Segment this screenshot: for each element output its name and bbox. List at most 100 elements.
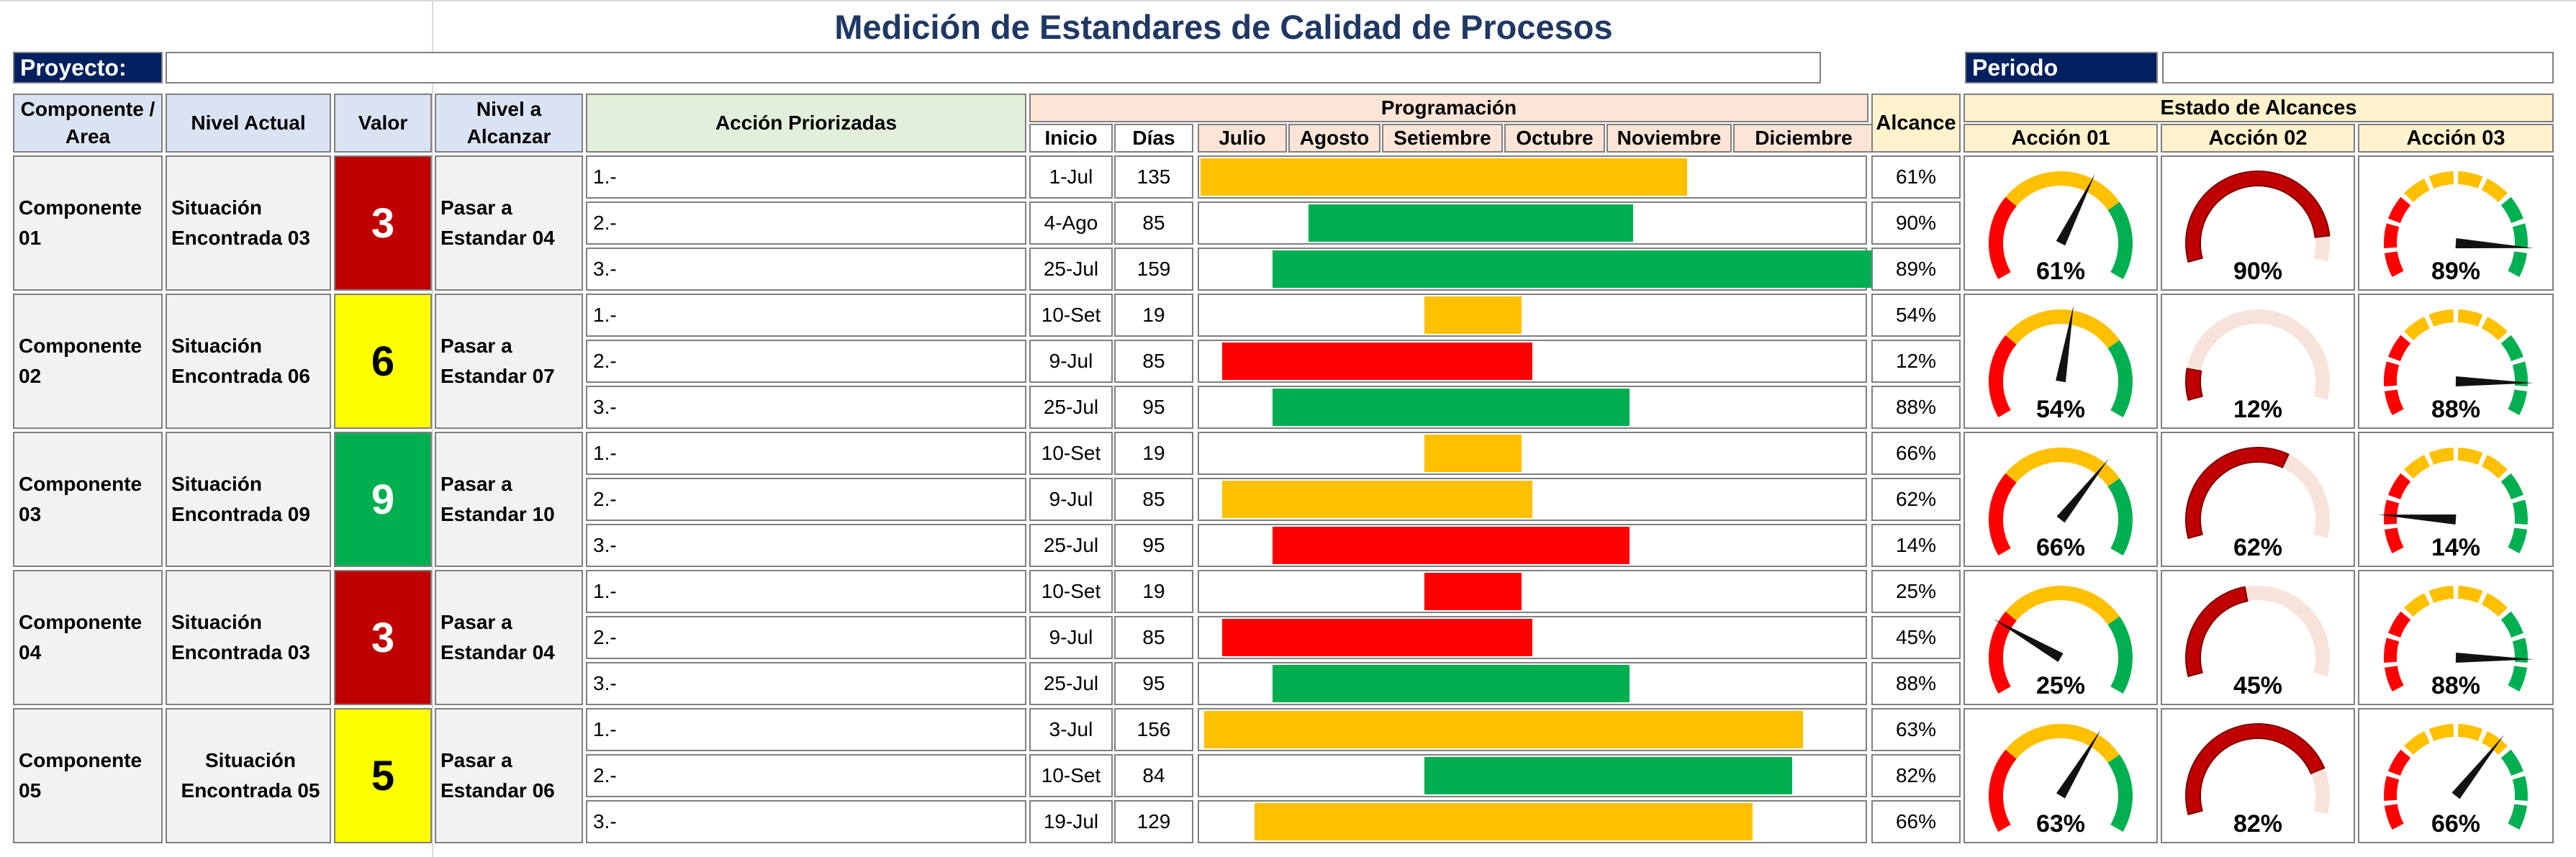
gantt-track — [1198, 294, 1867, 337]
inicio-cell[interactable]: 25-Jul — [1029, 662, 1113, 705]
alcance-cell: 90% — [1871, 201, 1961, 245]
header-month-4: Octubre — [1504, 124, 1605, 153]
accion-cell[interactable]: 1.- — [586, 570, 1026, 613]
gauge-chart: 12% — [2185, 309, 2330, 423]
gauge-chart: 45% — [2185, 586, 2330, 699]
accion-cell[interactable]: 3.- — [586, 386, 1026, 429]
gauge-segment — [2107, 616, 2133, 694]
valor-cell: 5 — [334, 708, 432, 843]
page-title: Medición de Estandares de Calidad de Pro… — [834, 8, 1613, 46]
gauge-segment — [2005, 724, 2120, 763]
accion-cell[interactable]: 3.- — [586, 662, 1026, 705]
gantt-bar — [1255, 803, 1753, 840]
inicio-cell[interactable]: 25-Jul — [1029, 386, 1113, 429]
dias-cell[interactable]: 85 — [1114, 616, 1193, 659]
accion-cell[interactable]: 2.- — [586, 616, 1026, 659]
inicio-cell[interactable]: 10-Set — [1029, 754, 1113, 797]
nivel-alcanzar-cell: Pasar a Estandar 07 — [435, 294, 583, 429]
componente-cell: Componente 01 — [13, 155, 163, 291]
gauge-value-label: 14% — [2431, 534, 2480, 561]
gauge-segment — [2457, 448, 2483, 465]
periodo-input[interactable] — [2162, 52, 2554, 83]
gantt-bar — [1424, 573, 1522, 610]
gauge-value-label: 90% — [2233, 258, 2282, 285]
gauge-needle — [2378, 514, 2457, 525]
nivel-actual-cell: Situación Encontrada 05 — [166, 708, 331, 843]
gauge-segment — [2107, 478, 2133, 556]
inicio-cell[interactable]: 9-Jul — [1029, 616, 1113, 659]
gauge-panel: 14% — [2358, 432, 2554, 567]
gauge-chart: 66% — [1989, 448, 2133, 561]
gauge-value-label: 12% — [2233, 396, 2282, 423]
gauge-segment — [2107, 201, 2133, 279]
header-month-1: Julio — [1198, 124, 1287, 153]
accion-cell[interactable]: 1.- — [586, 294, 1026, 337]
inicio-cell[interactable]: 10-Set — [1029, 570, 1113, 613]
accion-cell[interactable]: 2.- — [586, 478, 1026, 521]
dias-cell[interactable]: 135 — [1114, 155, 1193, 199]
gauge-segment — [2481, 731, 2508, 756]
inicio-cell[interactable]: 1-Jul — [1029, 155, 1113, 199]
accion-cell[interactable]: 2.- — [586, 201, 1026, 245]
gauge-segment — [2508, 804, 2528, 830]
accion-cell[interactable]: 3.- — [586, 800, 1026, 843]
gauge-segment — [1989, 611, 2017, 694]
inicio-cell[interactable]: 25-Jul — [1029, 248, 1113, 291]
header-accion-01: Acción 01 — [1963, 124, 2158, 153]
gauge-panel: 82% — [2161, 708, 2355, 843]
gauge-needle — [2056, 173, 2096, 246]
dias-cell[interactable]: 19 — [1114, 294, 1193, 337]
alcance-cell: 88% — [1871, 662, 1961, 705]
inicio-cell[interactable]: 4-Ago — [1029, 201, 1113, 245]
dias-cell[interactable]: 95 — [1114, 662, 1193, 705]
dias-cell[interactable]: 19 — [1114, 570, 1193, 613]
header-estado: Estado de Alcances — [1963, 94, 2554, 122]
dias-cell[interactable]: 85 — [1114, 478, 1193, 521]
gauge-needle — [2056, 458, 2110, 523]
dias-cell[interactable]: 129 — [1114, 800, 1193, 843]
gauge-track — [2186, 309, 2330, 400]
inicio-cell[interactable]: 9-Jul — [1029, 478, 1113, 521]
inicio-cell[interactable]: 19-Jul — [1029, 800, 1113, 843]
gauge-needle — [1993, 619, 2064, 663]
header-month-5: Noviembre — [1606, 124, 1732, 153]
gauge-chart: 63% — [1989, 724, 2133, 838]
gauge-segment — [2388, 611, 2411, 638]
dias-cell[interactable]: 95 — [1114, 524, 1193, 567]
inicio-cell[interactable]: 9-Jul — [1029, 340, 1113, 383]
valor-cell: 6 — [334, 294, 432, 429]
dias-cell[interactable]: 85 — [1114, 201, 1193, 245]
dias-cell[interactable]: 159 — [1114, 248, 1193, 291]
accion-cell[interactable]: 3.- — [586, 248, 1026, 291]
proyecto-input[interactable] — [166, 52, 1821, 83]
dias-cell[interactable]: 19 — [1114, 432, 1193, 475]
dias-cell[interactable]: 85 — [1114, 340, 1193, 383]
dias-cell[interactable]: 156 — [1114, 708, 1193, 751]
accion-cell[interactable]: 3.- — [586, 524, 1026, 567]
accion-cell[interactable]: 2.- — [586, 754, 1026, 797]
gauge-value-label: 45% — [2233, 672, 2282, 699]
gantt-bar — [1201, 158, 1688, 196]
componente-cell: Componente 05 — [13, 708, 163, 843]
accion-cell[interactable]: 1.- — [586, 708, 1026, 751]
gauge-segment — [2457, 309, 2483, 327]
header-valor: Valor — [334, 94, 432, 153]
dias-cell[interactable]: 95 — [1114, 386, 1193, 429]
gauge-chart: 88% — [2384, 586, 2534, 699]
accion-cell[interactable]: 1.- — [586, 155, 1026, 199]
inicio-cell[interactable]: 3-Jul — [1029, 708, 1113, 751]
gantt-bar — [1222, 481, 1532, 518]
inicio-cell[interactable]: 25-Jul — [1029, 524, 1113, 567]
gauge-chart: 82% — [2185, 723, 2330, 838]
accion-cell[interactable]: 1.- — [586, 432, 1026, 475]
dias-cell[interactable]: 84 — [1114, 754, 1193, 797]
gantt-bar — [1424, 435, 1522, 472]
accion-cell[interactable]: 2.- — [586, 340, 1026, 383]
inicio-cell[interactable]: 10-Set — [1029, 432, 1113, 475]
inicio-cell[interactable]: 10-Set — [1029, 294, 1113, 337]
nivel-actual-cell: Situación Encontrada 03 — [166, 570, 331, 705]
gauge-segment — [2512, 776, 2528, 801]
gauge-needle — [2455, 376, 2534, 386]
gauge-segment — [2512, 223, 2528, 248]
gantt-bar — [1424, 296, 1522, 334]
